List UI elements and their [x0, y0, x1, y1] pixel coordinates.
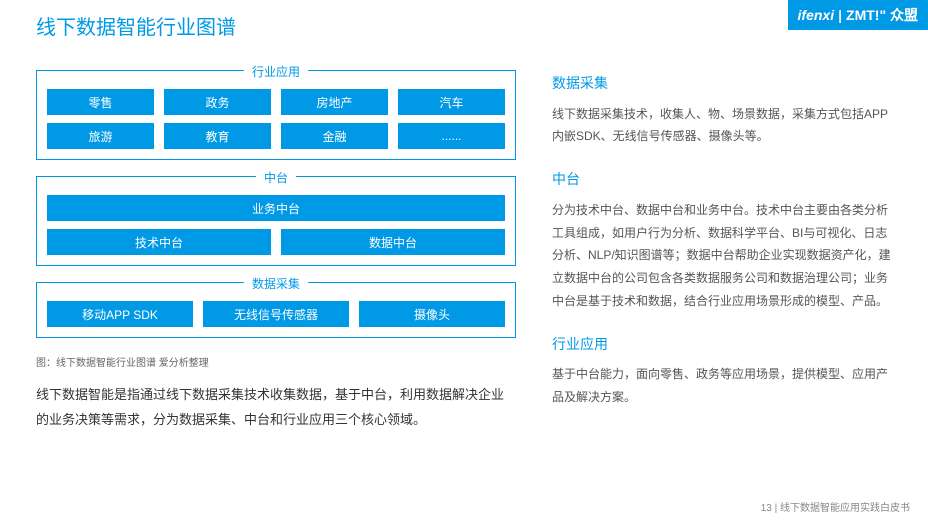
section-title-collection: 数据采集: [552, 70, 892, 97]
box-auto: 汽车: [398, 89, 505, 115]
box-business-mp: 业务中台: [47, 195, 505, 221]
logo-strip: ifenxi | ZMT!" 众盟: [788, 0, 928, 30]
panel-industry-app: 行业应用 零售 政务 房地产 汽车 旅游 教育 金融 ......: [36, 70, 516, 160]
box-tech-mp: 技术中台: [47, 229, 271, 255]
diagram-caption: 图：线下数据智能行业图谱 爱分析整理: [36, 354, 516, 369]
panel-data-collection: 数据采集 移动APP SDK 无线信号传感器 摄像头: [36, 282, 516, 338]
section-body-collection: 线下数据采集技术，收集人、物、场景数据，采集方式包括APP内嵌SDK、无线信号传…: [552, 103, 892, 149]
box-education: 教育: [164, 123, 271, 149]
panel-label: 中台: [256, 169, 296, 186]
box-more: ......: [398, 123, 505, 149]
logo-ifenxi: ifenxi: [798, 7, 835, 23]
text-column: 数据采集 线下数据采集技术，收集人、物、场景数据，采集方式包括APP内嵌SDK、…: [552, 70, 892, 432]
box-retail: 零售: [47, 89, 154, 115]
box-data-mp: 数据中台: [281, 229, 505, 255]
panel-label: 数据采集: [244, 275, 308, 292]
box-camera: 摄像头: [359, 301, 505, 327]
section-body-industry: 基于中台能力，面向零售、政务等应用场景，提供模型、应用产品及解决方案。: [552, 363, 892, 409]
box-government: 政务: [164, 89, 271, 115]
panel-middle-platform: 中台 业务中台 技术中台 数据中台: [36, 176, 516, 266]
logo-zmt: ZMT!" 众盟: [846, 5, 918, 25]
box-wireless-sensor: 无线信号传感器: [203, 301, 349, 327]
box-realestate: 房地产: [281, 89, 388, 115]
box-travel: 旅游: [47, 123, 154, 149]
summary-text: 线下数据智能是指通过线下数据采集技术收集数据，基于中台，利用数据解决企业的业务决…: [36, 383, 516, 432]
logo-separator: |: [838, 7, 842, 23]
section-title-middle: 中台: [552, 166, 892, 193]
section-title-industry: 行业应用: [552, 331, 892, 358]
box-finance: 金融: [281, 123, 388, 149]
diagram-column: 行业应用 零售 政务 房地产 汽车 旅游 教育 金融 ...... 中台 业务中…: [36, 70, 516, 432]
section-body-middle: 分为技术中台、数据中台和业务中台。技术中台主要由各类分析工具组成，如用户行为分析…: [552, 199, 892, 313]
panel-label: 行业应用: [244, 63, 308, 80]
page-footer: 13 | 线下数据智能应用实践白皮书: [761, 499, 910, 514]
box-app-sdk: 移动APP SDK: [47, 301, 193, 327]
page-title: 线下数据智能行业图谱: [36, 11, 236, 40]
